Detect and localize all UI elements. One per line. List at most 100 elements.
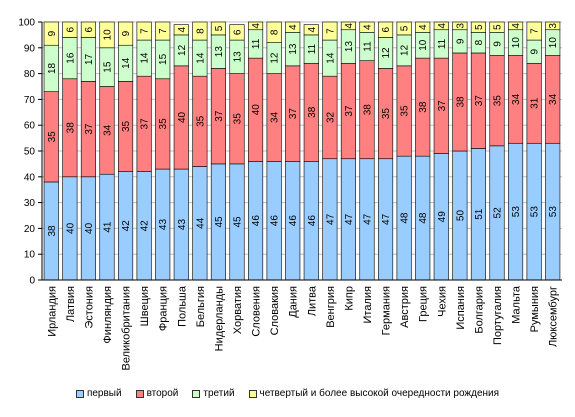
data-label: 40 (177, 111, 188, 123)
data-label: 31 (530, 97, 541, 109)
data-label: 40 (65, 222, 76, 234)
bar-segment-4 (470, 21, 486, 33)
bar-segment-4 (192, 21, 208, 41)
category-label: Великобритания (121, 286, 133, 371)
category-label: Ирландия (46, 286, 58, 337)
y-tick-label: 10 (24, 250, 36, 261)
bar-segment-4 (359, 21, 375, 33)
data-label: 35 (381, 108, 392, 120)
data-label: 15 (158, 53, 169, 65)
data-label: 6 (381, 27, 392, 33)
data-label: 37 (474, 95, 485, 107)
category-labels-layer: Ирландия Латвия Эстония Финляндия Великобрит… (46, 285, 559, 370)
data-label: 40 (251, 104, 262, 116)
data-label: 38 (307, 106, 318, 118)
data-label: 35 (158, 118, 169, 130)
data-label: 45 (233, 216, 244, 228)
legend-swatch (135, 389, 144, 398)
y-tick-label: 70 (24, 95, 36, 106)
legend-item: первый (75, 388, 122, 399)
data-label: 9 (121, 30, 132, 36)
data-label: 35 (400, 105, 411, 117)
data-label: 34 (548, 93, 559, 105)
data-label: 7 (325, 28, 336, 34)
data-label: 46 (307, 215, 318, 227)
category-label: Люксембург (548, 286, 560, 347)
data-label: 47 (381, 213, 392, 225)
category-label: Германия (381, 286, 393, 335)
category-label: Болгария (473, 286, 485, 334)
data-label: 47 (344, 213, 355, 225)
legend: первый второй третий четвертый и более высо… (0, 388, 575, 399)
category-label: Латвия (65, 286, 77, 322)
data-label: 9 (530, 48, 541, 54)
data-label: 48 (418, 212, 429, 224)
data-label: 37 (344, 105, 355, 117)
data-label: 9 (493, 41, 504, 47)
category-label: Чехия (436, 286, 448, 317)
data-label: 41 (103, 221, 114, 233)
data-label: 10 (511, 37, 522, 49)
data-label: 15 (103, 61, 114, 73)
data-label: 38 (455, 96, 466, 108)
data-label: 14 (121, 57, 132, 69)
data-label: 5 (474, 24, 485, 30)
category-label: Кипр (343, 286, 355, 311)
data-label: 6 (233, 29, 244, 35)
data-label: 10 (418, 39, 429, 51)
data-label: 51 (474, 208, 485, 220)
bar-segment-4 (415, 21, 431, 33)
data-label: 42 (121, 220, 132, 232)
category-label: Греция (418, 286, 430, 322)
data-label: 4 (344, 23, 355, 29)
legend-item: второй (135, 388, 179, 399)
data-label: 35 (121, 120, 132, 132)
data-label: 12 (177, 44, 188, 56)
data-label: 12 (381, 47, 392, 59)
data-label: 4 (418, 24, 429, 30)
y-tick-label: 50 (24, 147, 36, 158)
category-label: Франция (158, 286, 170, 331)
bar-segment-4 (173, 24, 189, 36)
data-label: 11 (251, 38, 262, 49)
legend-label: первый (86, 388, 122, 399)
data-label: 34 (103, 124, 114, 136)
data-label: 43 (177, 219, 188, 231)
data-label: 12 (270, 52, 281, 64)
bar-segment-4 (229, 24, 245, 41)
data-label: 12 (400, 44, 411, 56)
data-label: 10 (103, 29, 114, 41)
data-label: 47 (325, 213, 336, 225)
data-label: 35 (493, 95, 504, 107)
data-label: 46 (270, 215, 281, 227)
data-label: 3 (455, 23, 466, 29)
category-label: Мальта (511, 285, 523, 324)
data-label: 35 (195, 115, 206, 127)
data-label: 42 (140, 220, 151, 232)
y-tick-label: 80 (24, 69, 36, 80)
y-tick-label: 40 (24, 172, 36, 183)
data-label: 9 (47, 30, 58, 36)
data-label: 9 (455, 38, 466, 44)
data-label: 16 (65, 52, 76, 64)
legend-label: второй (146, 388, 179, 399)
category-label: Литва (306, 285, 318, 316)
data-label: 10 (548, 37, 559, 49)
data-label: 18 (47, 62, 58, 74)
bar-segment-4 (43, 21, 59, 46)
y-tick-label: 20 (24, 224, 36, 235)
bar-segment-4 (303, 24, 319, 36)
data-label: 4 (307, 27, 318, 33)
data-label: 38 (65, 122, 76, 134)
data-label: 11 (363, 41, 374, 52)
data-label: 8 (195, 28, 206, 34)
data-label: 14 (140, 52, 151, 64)
data-label: 3 (548, 23, 559, 29)
data-label: 53 (548, 206, 559, 218)
data-label: 34 (270, 111, 281, 123)
data-label: 46 (251, 215, 262, 227)
bar-segment-4 (285, 21, 301, 33)
data-label: 5 (493, 24, 504, 30)
category-label: Португалия (492, 286, 504, 345)
y-tick-label: 100 (18, 18, 35, 29)
